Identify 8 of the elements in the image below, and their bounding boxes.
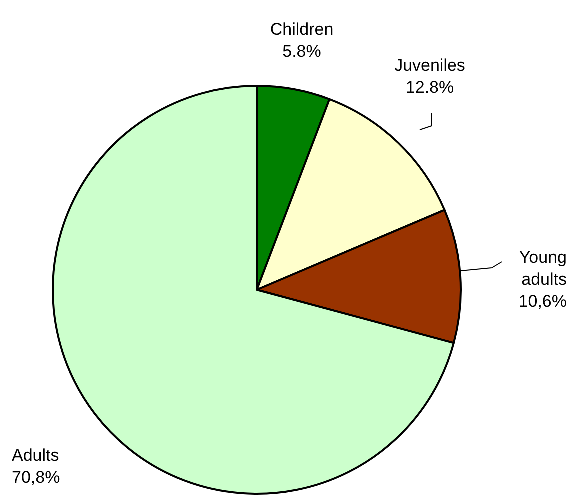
data-label: 5.8% — [282, 42, 322, 62]
slice-label: Adults — [12, 446, 60, 466]
slice-label: Young adults — [519, 248, 567, 290]
slice-label: Juveniles — [394, 56, 466, 76]
data-label: 10,6% — [518, 292, 567, 312]
data-label: 12.8% — [406, 78, 454, 98]
data-label: 70,8% — [12, 468, 60, 488]
slice-label: Children — [270, 20, 334, 40]
